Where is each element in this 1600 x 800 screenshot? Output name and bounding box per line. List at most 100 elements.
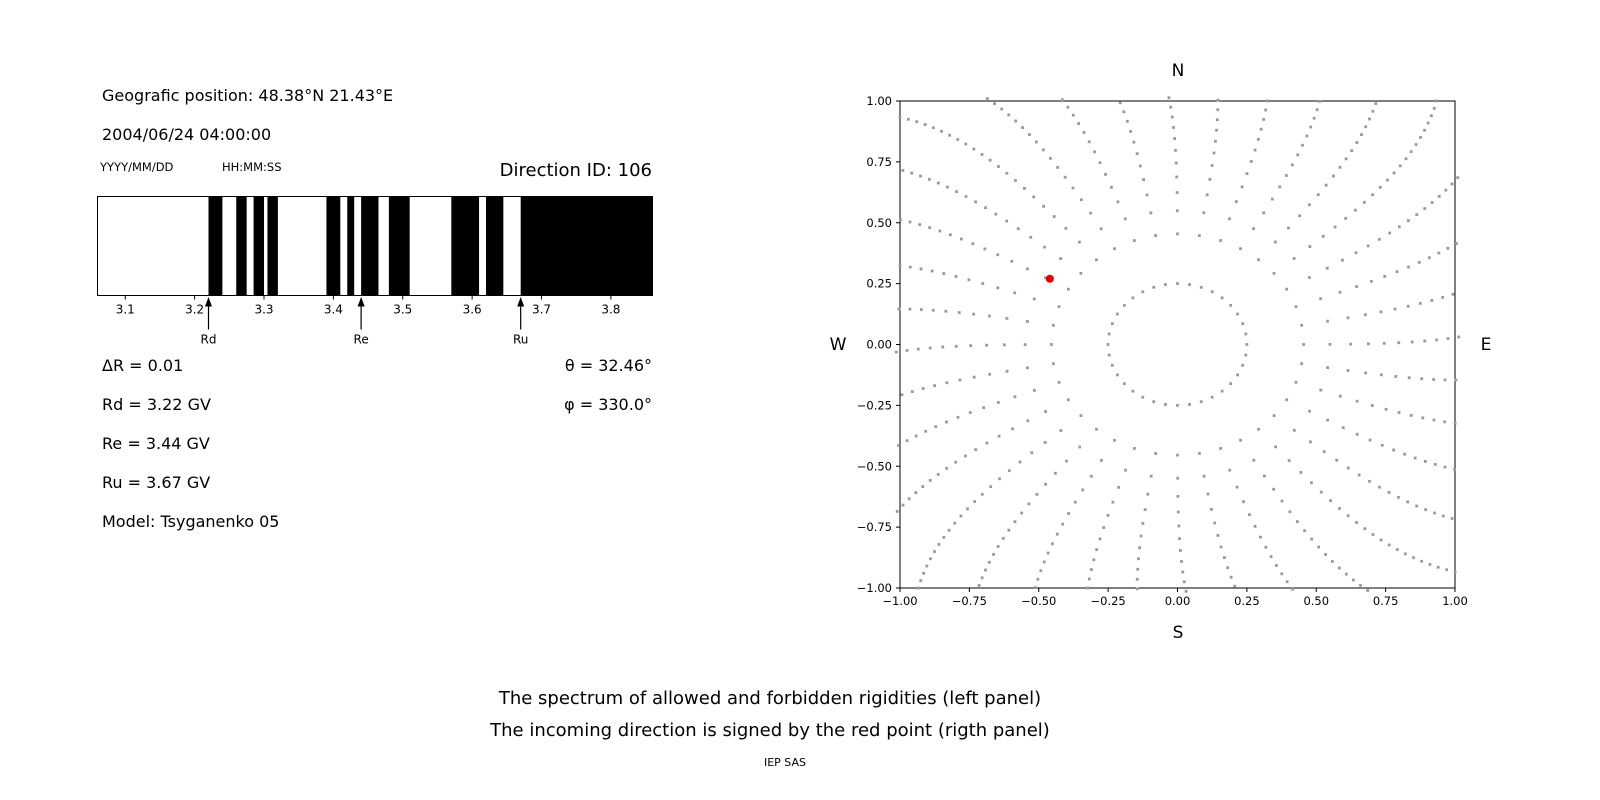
direction-dot xyxy=(1450,517,1454,520)
direction-dot xyxy=(1005,369,1009,373)
direction-dot xyxy=(1138,546,1141,550)
direction-dot xyxy=(1005,171,1009,175)
direction-dot xyxy=(1326,418,1330,422)
direction-dot xyxy=(1100,458,1103,462)
x-tick-label: 0.00 xyxy=(1165,594,1191,608)
direction-dot xyxy=(1397,411,1401,414)
direction-dot xyxy=(928,226,932,230)
direction-dot xyxy=(1357,473,1361,477)
x-tick-label: −0.25 xyxy=(1091,594,1126,608)
direction-dot xyxy=(1437,251,1441,255)
direction-dot xyxy=(949,233,952,237)
direction-dot xyxy=(1073,500,1077,504)
direction-dot xyxy=(916,586,920,590)
direction-dot xyxy=(1002,343,1006,347)
x-tick-label: 3.4 xyxy=(324,303,343,317)
direction-dot xyxy=(1326,319,1329,323)
direction-dot xyxy=(1026,366,1029,370)
direction-dot xyxy=(1324,553,1327,556)
direction-dot xyxy=(1355,521,1358,524)
direction-dot xyxy=(1219,239,1222,242)
direction-dot xyxy=(996,401,1000,404)
direction-dot xyxy=(1307,276,1311,279)
direction-dot xyxy=(1107,332,1111,336)
direction-dot xyxy=(1397,495,1400,499)
direction-dot xyxy=(966,507,969,511)
direction-dot xyxy=(1335,458,1339,462)
direction-dot xyxy=(940,129,943,133)
direction-dot xyxy=(989,485,993,489)
direction-dot xyxy=(1170,115,1174,119)
direction-dot xyxy=(1154,452,1158,455)
direction-dot xyxy=(1319,388,1323,392)
y-tick-label: 0.00 xyxy=(866,338,892,352)
direction-dot xyxy=(1287,226,1290,230)
allowed-band xyxy=(347,197,355,295)
direction-dot xyxy=(1066,105,1070,109)
direction-dot xyxy=(1421,416,1425,420)
direction-dot xyxy=(1216,108,1220,112)
direction-dot xyxy=(1110,322,1114,326)
direction-dot xyxy=(971,242,975,246)
direction-dot xyxy=(1131,296,1135,300)
direction-dot xyxy=(980,153,984,156)
direction-dot xyxy=(1087,577,1091,581)
direction-dot xyxy=(1341,426,1345,430)
direction-dot xyxy=(1135,152,1139,155)
direction-dot xyxy=(1042,560,1046,564)
direction-dot xyxy=(1141,521,1145,525)
date-format-label: YYYY/MM/DD xyxy=(100,160,174,174)
direction-plot-area xyxy=(899,100,1456,589)
direction-dot xyxy=(1169,105,1173,109)
direction-dot xyxy=(1146,492,1150,496)
direction-dot xyxy=(985,441,989,445)
direction-dot xyxy=(1392,171,1396,175)
direction-dot xyxy=(1285,287,1289,291)
direction-dot xyxy=(942,535,946,539)
direction-dot xyxy=(1226,566,1230,570)
direction-dot xyxy=(974,200,977,204)
direction-dot xyxy=(1061,522,1065,526)
direction-dot xyxy=(1087,140,1091,144)
direction-dot xyxy=(1257,427,1260,431)
ru-label: Ru = 3.67 GV xyxy=(102,473,211,492)
direction-dot xyxy=(1395,548,1399,551)
direction-dot xyxy=(1032,388,1036,392)
direction-dot xyxy=(1321,234,1325,238)
marker-label: Ru xyxy=(513,333,528,347)
direction-dot xyxy=(1208,178,1212,181)
y-tick-label: 0.25 xyxy=(866,277,892,291)
direction-dot xyxy=(1095,258,1098,262)
direction-dot xyxy=(1220,296,1224,300)
red-point-incoming-direction xyxy=(1045,274,1054,283)
direction-dot xyxy=(1273,240,1277,244)
direction-dot xyxy=(1370,404,1374,407)
direction-dot xyxy=(1104,172,1107,176)
direction-dot xyxy=(1346,369,1350,372)
direction-dot xyxy=(1032,297,1036,301)
direction-dot xyxy=(1256,138,1260,141)
direction-dot xyxy=(933,384,937,388)
y-tick-label: −0.50 xyxy=(857,459,892,473)
direction-dot xyxy=(957,311,961,314)
direction-dot xyxy=(1426,121,1430,125)
x-tick-label: −0.75 xyxy=(952,594,987,608)
direction-dot xyxy=(936,181,940,185)
allowed-band xyxy=(388,197,410,295)
direction-dot xyxy=(1123,217,1127,221)
direction-dot xyxy=(1142,178,1145,182)
direction-dot xyxy=(1116,373,1119,377)
direction-dot xyxy=(1053,471,1057,475)
direction-dot xyxy=(1071,186,1075,190)
direction-dot xyxy=(937,543,941,546)
direction-dot xyxy=(897,444,900,447)
direction-dot xyxy=(1433,463,1437,466)
direction-dot xyxy=(1021,126,1024,129)
direction-dot xyxy=(1418,301,1422,305)
direction-dot xyxy=(910,171,914,175)
direction-dot xyxy=(988,158,992,162)
datetime-label: 2004/06/24 04:00:00 xyxy=(102,125,272,144)
direction-dot xyxy=(948,133,952,137)
direction-dot xyxy=(1023,186,1026,190)
direction-dot xyxy=(1379,373,1383,377)
